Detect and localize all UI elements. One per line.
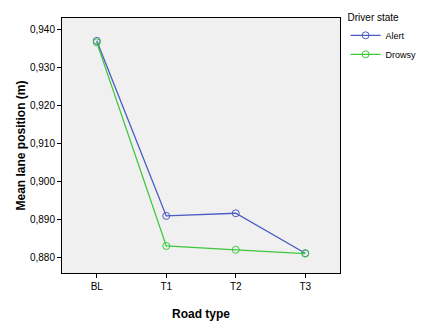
svg-text:BL: BL: [91, 281, 104, 292]
svg-text:0,920: 0,920: [30, 100, 55, 111]
svg-text:Alert: Alert: [386, 31, 405, 41]
svg-text:0,940: 0,940: [30, 24, 55, 35]
svg-text:T3: T3: [299, 281, 311, 292]
svg-text:0,930: 0,930: [30, 62, 55, 73]
svg-text:T2: T2: [230, 281, 242, 292]
svg-text:T1: T1: [160, 281, 172, 292]
svg-text:0,910: 0,910: [30, 138, 55, 149]
svg-text:Drowsy: Drowsy: [386, 50, 417, 60]
svg-text:Driver state: Driver state: [348, 12, 400, 23]
svg-text:0,880: 0,880: [30, 252, 55, 263]
svg-text:0,890: 0,890: [30, 214, 55, 225]
svg-text:Road type: Road type: [172, 307, 230, 321]
svg-text:0,900: 0,900: [30, 176, 55, 187]
svg-text:Mean lane position (m): Mean lane position (m): [14, 80, 28, 210]
